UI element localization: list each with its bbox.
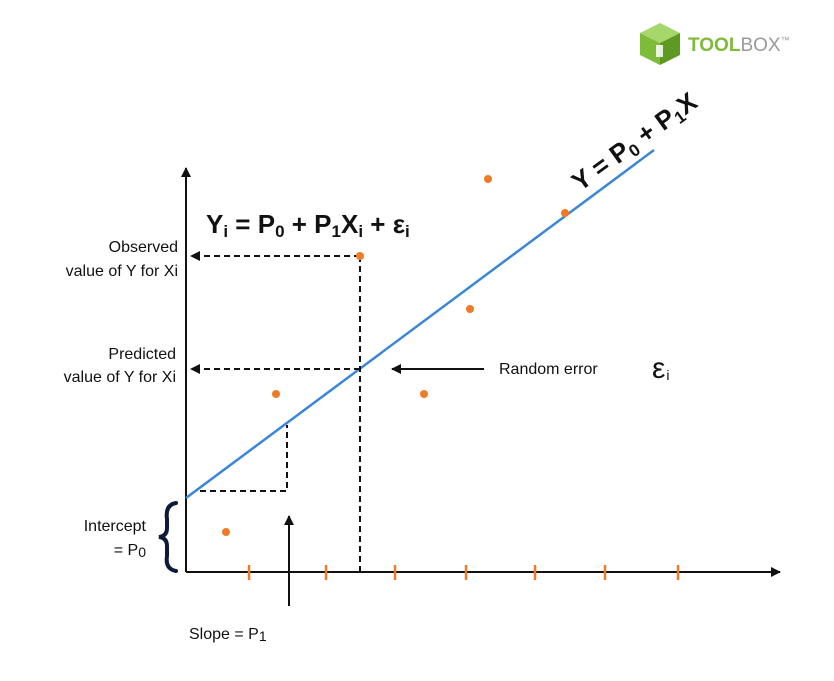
logo-trademark: ™ bbox=[781, 35, 790, 45]
data-point bbox=[222, 528, 230, 536]
observed-label-line1: Observed bbox=[109, 239, 178, 256]
intercept-label: Intercept = P0 bbox=[84, 518, 147, 560]
toolbox-logo: TOOLBOX™ bbox=[640, 23, 790, 65]
observed-label-line2: value of Y for Xi bbox=[66, 263, 178, 280]
slope-triangle bbox=[200, 425, 288, 492]
data-point bbox=[420, 390, 428, 398]
regression-line bbox=[185, 148, 655, 500]
sample-equation: Yi = P0 + P1Xi + εi bbox=[206, 209, 410, 241]
data-point bbox=[466, 305, 474, 313]
random-error-symbol: εi bbox=[652, 352, 670, 385]
slope-label: Slope = P1 bbox=[189, 626, 267, 644]
intercept-label-line1: Intercept bbox=[84, 518, 147, 535]
logo-text: TOOLBOX™ bbox=[688, 35, 790, 56]
predicted-label-line1: Predicted bbox=[108, 346, 176, 363]
data-points bbox=[222, 175, 569, 536]
random-error-label: Random error εi bbox=[499, 352, 670, 385]
predicted-label: Predicted value of Y for Xi bbox=[64, 346, 176, 386]
observed-label: Observed value of Y for Xi bbox=[66, 239, 178, 280]
random-error-text: Random error bbox=[499, 361, 598, 378]
logo-text-bold: TOOL bbox=[688, 35, 741, 56]
cube-icon bbox=[640, 23, 680, 65]
data-point bbox=[561, 209, 569, 217]
logo-text-light: BOX bbox=[740, 35, 780, 56]
predicted-label-line2: value of Y for Xi bbox=[64, 369, 176, 386]
regression-line-equation: Y = P0 + P1X bbox=[566, 86, 704, 199]
data-point bbox=[484, 175, 492, 183]
intercept-brace bbox=[158, 501, 178, 573]
data-point bbox=[272, 390, 280, 398]
data-point-observed bbox=[356, 252, 364, 260]
intercept-label-line2: = P0 bbox=[114, 542, 146, 560]
x-axis-ticks bbox=[247, 565, 680, 580]
